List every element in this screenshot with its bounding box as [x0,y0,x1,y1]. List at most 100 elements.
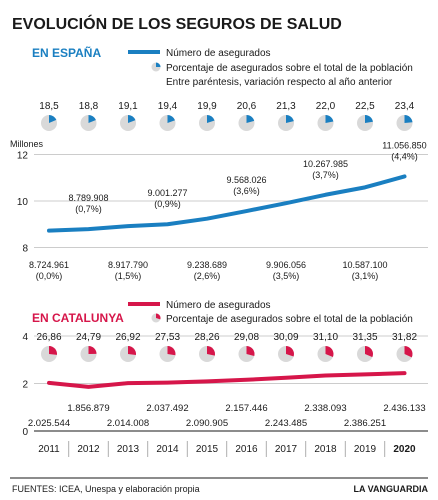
data-label-spain: 11.056.850 [382,140,426,150]
pie-catalonia-slice [88,346,97,354]
change-label-spain: (1,5%) [115,271,142,281]
x-tick-label: 2015 [196,444,219,455]
pie-value-label-catalonia: 27,53 [155,332,180,343]
change-label-spain: (3,6%) [233,186,260,196]
y-tick-label-catalonia: 0 [22,427,28,438]
pie-catalonia [396,346,413,362]
data-label-catalonia: 2.037.492 [146,403,188,414]
change-label-spain: (0,0%) [36,271,63,281]
pie-spain [238,114,255,131]
legend-series-label-spain: Número de asegurados [166,48,271,59]
legend-pie-spain-slice [156,62,161,67]
change-label-spain: (4,4%) [391,151,418,161]
legend-pie-label-catalonia: Porcentaje de asegurados sobre el total … [166,314,413,325]
pie-catalonia-slice [167,345,176,356]
pie-spain [396,115,413,131]
pie-spain-slice [167,115,176,123]
pie-catalonia-slice [128,346,136,355]
data-label-catalonia: 2.243.485 [265,418,307,429]
pie-catalonia [120,346,136,362]
x-tick-label: 2014 [156,444,179,455]
pie-value-label-spain: 22,0 [316,101,336,112]
region-label-catalonia: EN CATALUNYA [32,311,124,325]
pie-spain-slice [246,114,255,123]
change-label-spain: (3,1%) [352,271,379,281]
pie-value-label-spain: 18,5 [39,101,59,112]
pie-value-label-catalonia: 31,10 [313,332,338,343]
data-label-catalonia: 2.436.133 [383,403,425,414]
change-label-spain: (2,6%) [194,271,221,281]
pie-catalonia-slice [207,346,215,356]
pie-spain [199,115,215,131]
data-label-spain: 9.568.026 [226,175,266,185]
pie-value-label-spain: 22,5 [355,101,375,112]
pie-spain [41,115,57,131]
pie-catalonia-slice [404,346,413,358]
data-label-catalonia: 2.157.446 [225,403,267,414]
footer-brand: LA VANGUARDIA [354,484,429,494]
x-tick-label: 2020 [393,444,416,455]
pie-spain-slice [88,114,96,123]
pie-catalonia [357,346,373,362]
data-label-catalonia: 2.386.251 [344,418,386,429]
footer-sources: FUENTES: ICEA, Unespa y elaboración prop… [12,484,200,494]
pie-spain-slice [128,115,136,123]
x-tick-label: 2012 [77,444,100,455]
chart-title: EVOLUCIÓN DE LOS SEGUROS DE SALUD [12,14,342,33]
pie-spain [357,115,373,131]
pie-catalonia [317,346,334,362]
pie-value-label-spain: 18,8 [79,101,99,112]
pie-spain-slice [365,115,373,123]
data-label-spain: 10.267.985 [303,159,348,169]
change-label-spain: (3,7%) [312,170,339,180]
pie-spain-slice [404,115,413,123]
series-line-catalonia [47,371,407,389]
pie-value-label-catalonia: 24,79 [76,332,101,343]
x-tick-label: 2011 [38,444,60,455]
pie-value-label-spain: 21,3 [276,101,296,112]
y-tick-label-spain: 8 [22,244,28,255]
data-label-catalonia: 2.090.905 [186,418,228,429]
pie-value-label-catalonia: 31,35 [352,332,377,343]
pie-spain-slice [207,115,215,123]
pie-catalonia [199,346,215,362]
pie-value-label-catalonia: 26,86 [36,332,61,343]
legend-pie-catalonia-slice [156,313,161,320]
y-tick-label-spain: 12 [17,151,29,162]
pie-spain-slice [49,115,57,123]
x-tick-label: 2016 [235,444,258,455]
x-tick-label: 2018 [314,444,337,455]
x-tick-label: 2017 [275,444,298,455]
data-label-spain: 8.917.790 [108,260,148,270]
pie-catalonia-slice [246,346,255,357]
y-tick-label-catalonia: 4 [22,332,28,343]
region-label-spain: EN ESPAÑA [32,45,101,60]
pie-spain [120,115,136,131]
pie-value-label-spain: 20,6 [237,101,257,112]
line-chart-catalonia: 0 2 4 26,86 24,79 26,92 27,53 28,26 29,08 30,09 31… [22,332,428,438]
data-label-catalonia: 2.014.008 [107,418,149,429]
pie-catalonia-slice [286,346,294,357]
pie-spain [278,115,294,131]
pie-spain [80,114,97,131]
pie-value-label-spain: 23,4 [395,101,415,112]
data-label-catalonia: 2.338.093 [304,403,346,414]
pie-spain [159,115,176,131]
x-axis: 2011 2012 2013 2014 2015 2016 2017 2018 2019 2020 [38,441,416,457]
legend-note-spain: Entre paréntesis, variación respecto al … [166,77,393,88]
line-chart-spain: 8 10 12 18,5 18,8 19,1 19,4 19,9 20,6 21,3 22,0 22,… [17,101,428,281]
x-tick-label: 2013 [117,444,140,455]
pie-value-label-catalonia: 29,08 [234,332,259,343]
pie-value-label-spain: 19,4 [158,101,178,112]
pie-catalonia [278,346,294,362]
pie-spain-slice [325,115,334,123]
pie-catalonia [159,345,176,362]
pie-spain [317,115,334,131]
x-tick-label: 2019 [354,444,377,455]
legend-pie-icon-catalonia [151,313,161,323]
data-label-spain: 9.001.277 [147,188,187,198]
pie-value-label-spain: 19,1 [118,101,138,112]
pie-value-label-spain: 19,9 [197,101,217,112]
pie-spain-slice [286,115,294,123]
